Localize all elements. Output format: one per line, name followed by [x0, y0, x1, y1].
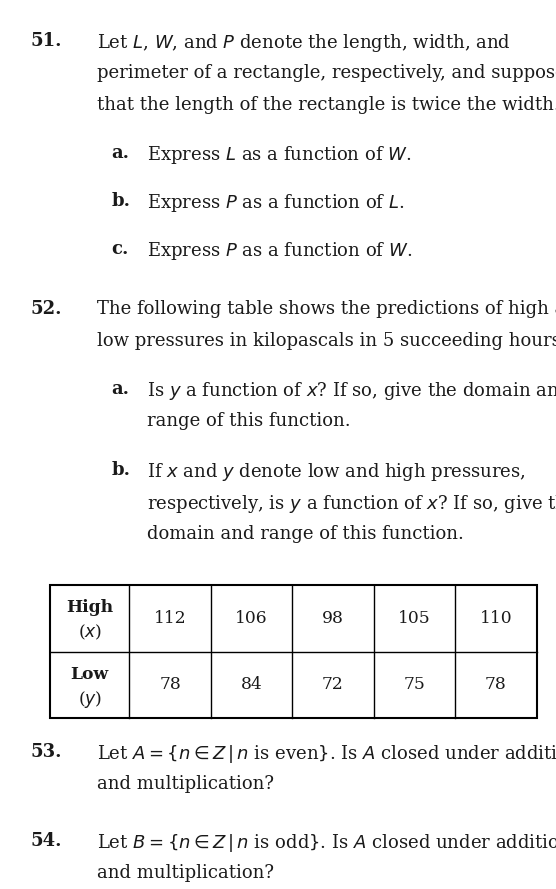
Bar: [50, 585, 537, 718]
Text: and multiplication?: and multiplication?: [97, 775, 274, 793]
Bar: [50, 585, 130, 652]
Text: Let $B = \{n \in Z\,|\,n$ is odd$\}$. Is $A$ closed under addition: Let $B = \{n \in Z\,|\,n$ is odd$\}$. Is…: [97, 832, 556, 854]
Text: c.: c.: [111, 240, 128, 258]
Text: The following table shows the predictions of high and: The following table shows the prediction…: [97, 300, 556, 318]
Text: 51.: 51.: [31, 32, 62, 50]
Text: 106: 106: [235, 610, 268, 627]
Text: High: High: [66, 599, 113, 616]
Text: ($y$): ($y$): [78, 689, 102, 709]
Text: If $x$ and $y$ denote low and high pressures,: If $x$ and $y$ denote low and high press…: [147, 461, 526, 483]
Text: Low: Low: [71, 666, 109, 683]
Text: perimeter of a rectangle, respectively, and suppose: perimeter of a rectangle, respectively, …: [97, 64, 556, 82]
Text: 112: 112: [154, 610, 186, 627]
Text: respectively, is $y$ a function of $x$? If so, give the: respectively, is $y$ a function of $x$? …: [147, 493, 556, 515]
Text: Let $A = \{n \in Z\,|\,n$ is even$\}$. Is $A$ closed under addition: Let $A = \{n \in Z\,|\,n$ is even$\}$. I…: [97, 743, 556, 765]
Text: Is $y$ a function of $x$? If so, give the domain and: Is $y$ a function of $x$? If so, give th…: [147, 380, 556, 403]
Text: 84: 84: [241, 677, 262, 693]
Text: 78: 78: [159, 677, 181, 693]
Text: 105: 105: [398, 610, 431, 627]
Text: 110: 110: [479, 610, 512, 627]
Text: 98: 98: [322, 610, 344, 627]
Text: a.: a.: [111, 380, 129, 398]
Text: that the length of the rectangle is twice the width.: that the length of the rectangle is twic…: [97, 96, 556, 114]
Text: 54.: 54.: [31, 832, 62, 850]
Bar: [50, 652, 130, 718]
Text: 78: 78: [485, 677, 507, 693]
Text: 52.: 52.: [31, 300, 62, 318]
Text: ($x$): ($x$): [78, 623, 102, 642]
Text: Let $L$, $W$, and $P$ denote the length, width, and: Let $L$, $W$, and $P$ denote the length,…: [97, 32, 511, 54]
Text: b.: b.: [111, 461, 130, 478]
Text: range of this function.: range of this function.: [147, 412, 351, 430]
Text: domain and range of this function.: domain and range of this function.: [147, 525, 464, 542]
Text: 53.: 53.: [31, 743, 62, 761]
Text: low pressures in kilopascals in 5 succeeding hours.: low pressures in kilopascals in 5 succee…: [97, 332, 556, 350]
Text: Express $L$ as a function of $W$.: Express $L$ as a function of $W$.: [147, 144, 411, 166]
Text: Express $P$ as a function of $W$.: Express $P$ as a function of $W$.: [147, 240, 413, 262]
Text: Express $P$ as a function of $L$.: Express $P$ as a function of $L$.: [147, 192, 405, 214]
Text: a.: a.: [111, 144, 129, 162]
Text: 72: 72: [322, 677, 344, 693]
Text: and multiplication?: and multiplication?: [97, 864, 274, 882]
Text: b.: b.: [111, 192, 130, 210]
Text: 75: 75: [404, 677, 425, 693]
